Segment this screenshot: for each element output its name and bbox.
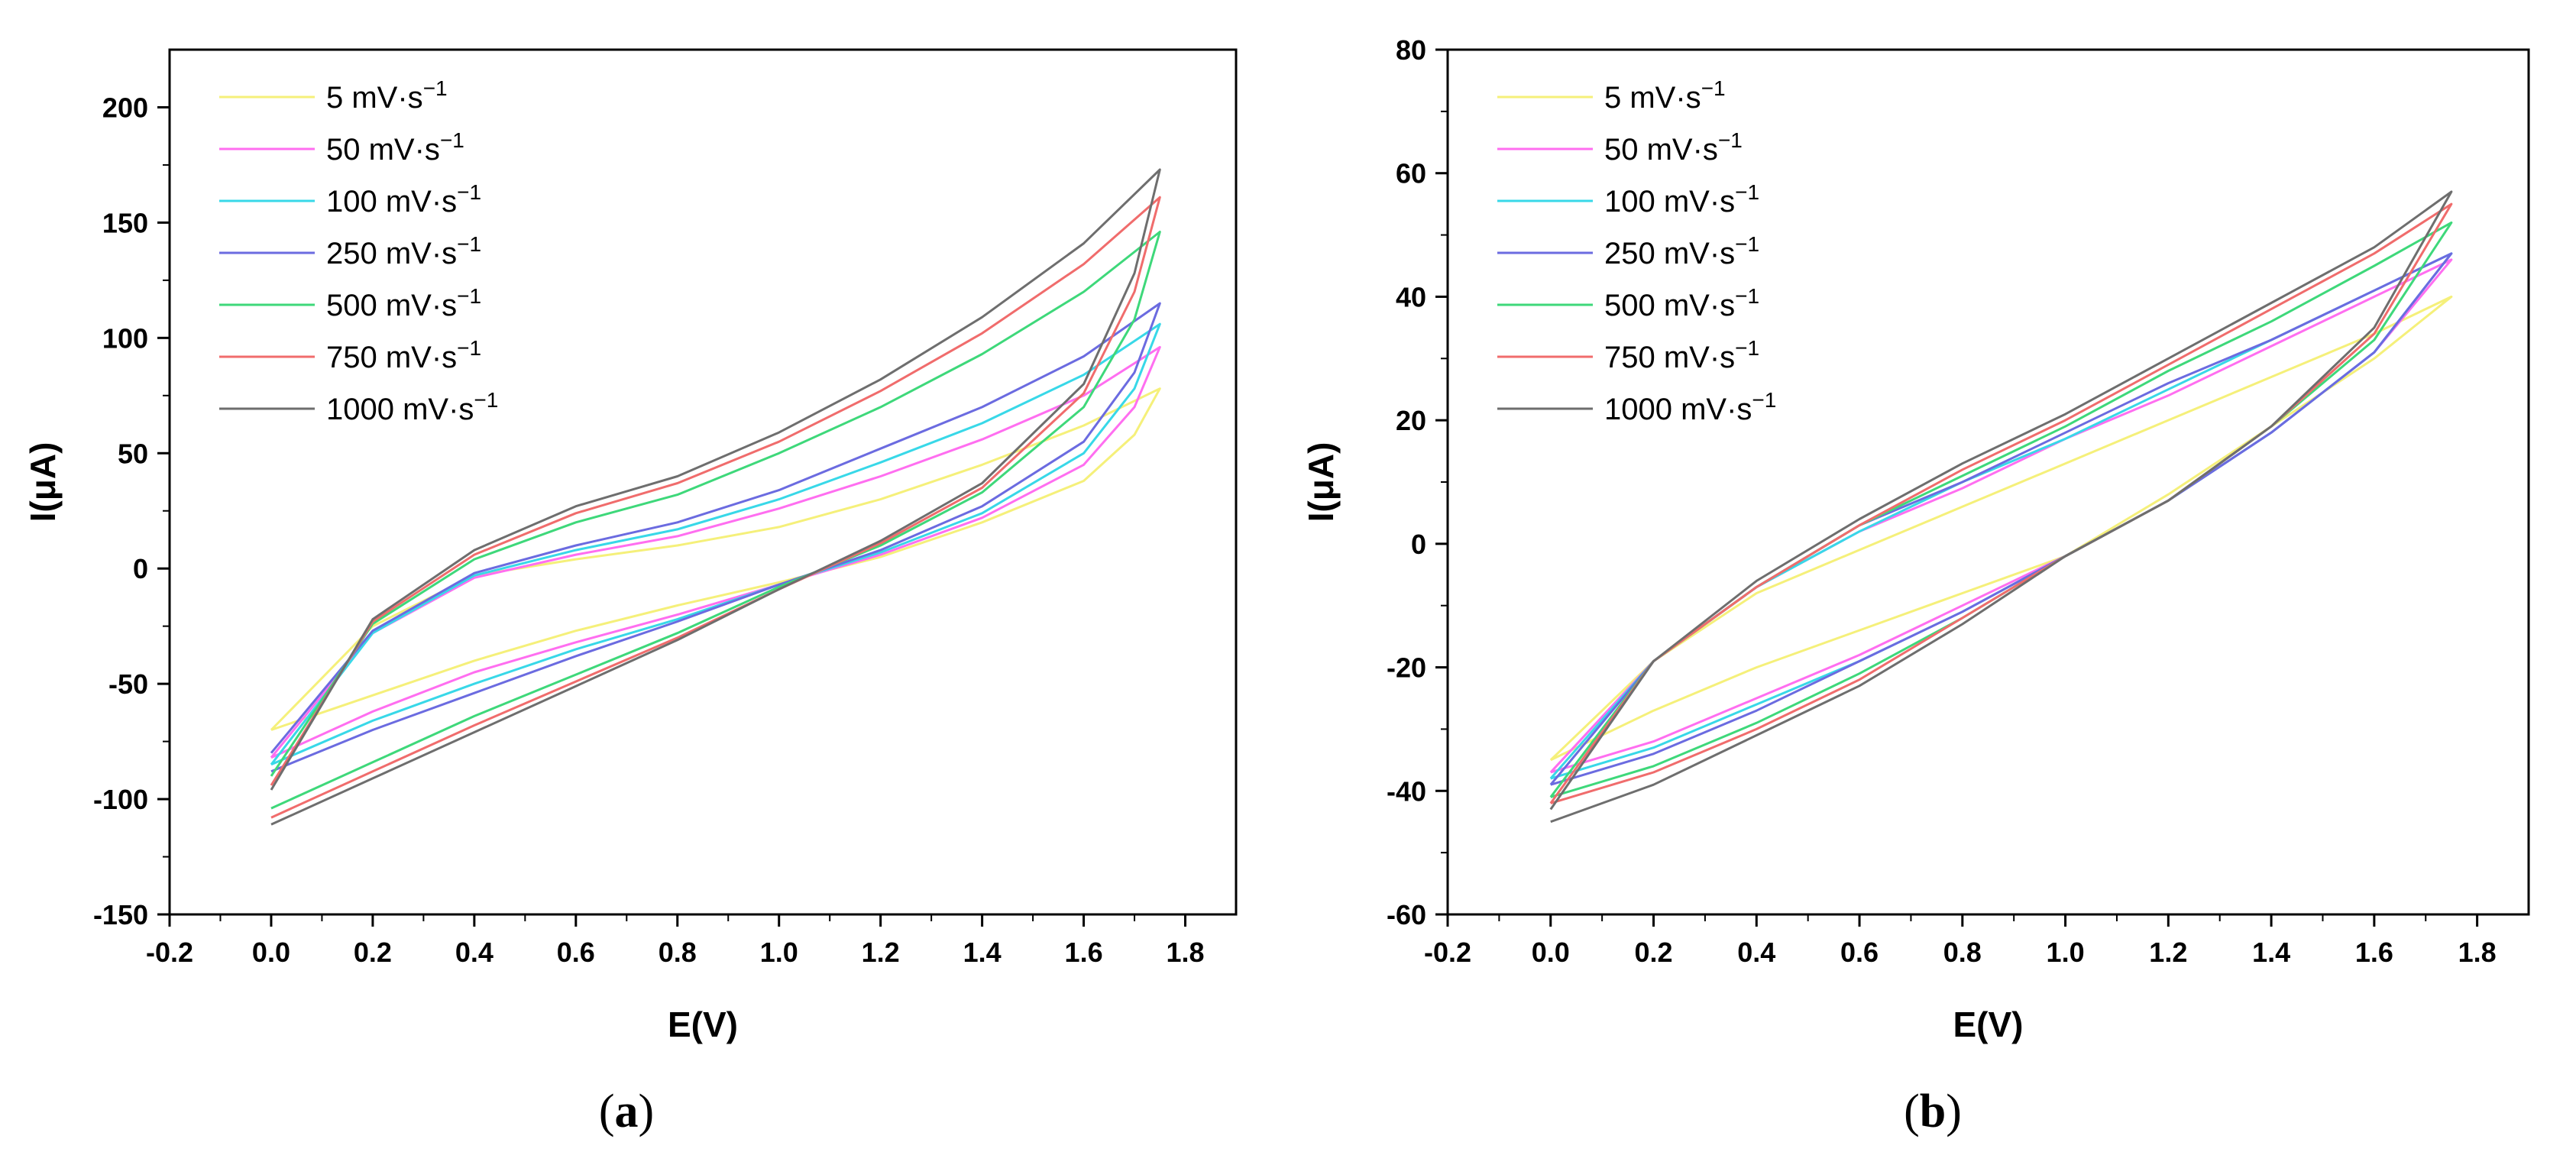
- legend-label: 750 mV·s−1: [326, 336, 481, 374]
- series-line-750-mv-s-5: [1549, 202, 2453, 804]
- y-tick-label: -40: [1387, 775, 1426, 807]
- panel-caption: (b): [1904, 1086, 1962, 1137]
- x-tick-label: 1.8: [1167, 937, 1205, 968]
- legend-label: 1000 mV·s−1: [326, 388, 498, 426]
- series-group: [270, 168, 1161, 826]
- y-tick-label: 50: [118, 438, 148, 469]
- legend-label: 500 mV·s−1: [1604, 284, 1759, 322]
- series-line-1000-mv-s-6: [1549, 190, 2453, 824]
- y-axis-label: I(μA): [23, 442, 63, 523]
- y-tick-label: 40: [1396, 281, 1426, 312]
- x-tick-label: 1.8: [2458, 937, 2497, 968]
- series-line-5-mv-s-0: [1549, 295, 2453, 762]
- series-line-100-mv-s-2: [1549, 252, 2453, 780]
- legend-label: 50 mV·s−1: [1604, 128, 1743, 167]
- x-tick-label: 1.4: [963, 937, 1002, 968]
- x-tick-label: 1.4: [2252, 937, 2290, 968]
- x-tick-label: 0.4: [455, 937, 494, 968]
- x-tick-label: 0.8: [1943, 937, 1982, 968]
- y-tick-label: -50: [108, 668, 148, 700]
- x-tick-label: 0.4: [1737, 937, 1775, 968]
- x-axis-label: E(V): [1953, 1005, 2024, 1044]
- legend-label: 50 mV·s−1: [326, 128, 464, 167]
- x-tick-label: 0.2: [1635, 937, 1673, 968]
- panel-caption: (a): [599, 1086, 654, 1137]
- y-tick-label: 150: [102, 207, 148, 238]
- chart-panel-a: -0.2 0.0 0.2 0.4 0.6 0.8 1.0 1.2 1.4 1.6 1.8 -150 -1…: [23, 48, 1238, 1137]
- series-line-50-mv-s-1: [1549, 258, 2453, 774]
- x-axis-label: E(V): [668, 1005, 738, 1044]
- plot-frame: [168, 48, 1238, 916]
- series-line-5-mv-s-0: [270, 387, 1161, 731]
- legend-label: 500 mV·s−1: [326, 284, 481, 322]
- x-tick-label: 0.0: [1532, 937, 1570, 968]
- series-line-50-mv-s-1: [270, 345, 1161, 759]
- series-line-250-mv-s-3: [270, 302, 1161, 773]
- y-tick-label: 80: [1396, 34, 1426, 66]
- series-line-250-mv-s-3: [1549, 252, 2453, 786]
- series-line-100-mv-s-2: [270, 322, 1161, 766]
- x-tick-label: 0.2: [354, 937, 392, 968]
- series-line-500-mv-s-4: [270, 231, 1161, 810]
- chart-panel-b: -0.2 0.0 0.2 0.4 0.6 0.8 1.0 1.2 1.4 1.6 1.8 -60 -40…: [1301, 34, 2530, 1137]
- x-tick-label: -0.2: [1424, 937, 1471, 968]
- legend-label: 5 mV·s−1: [1604, 76, 1726, 115]
- x-tick-label: 1.0: [760, 937, 798, 968]
- x-tick-label: 1.2: [862, 937, 900, 968]
- series-line-750-mv-s-5: [270, 196, 1161, 819]
- series-line-1000-mv-s-6: [270, 168, 1161, 826]
- y-tick-label: 0: [133, 553, 148, 584]
- x-tick-label: 1.0: [2047, 937, 2085, 968]
- x-tick-label: 1.2: [2149, 937, 2187, 968]
- y-tick-label: 0: [1411, 529, 1426, 560]
- legend-label: 100 mV·s−1: [1604, 180, 1759, 218]
- series-group: [1549, 190, 2453, 824]
- y-tick-label: -100: [93, 784, 148, 815]
- legend-label: 100 mV·s−1: [326, 180, 481, 218]
- y-tick-label: 100: [102, 322, 148, 354]
- y-tick-label: 60: [1396, 158, 1426, 189]
- legend-label: 5 mV·s−1: [326, 76, 448, 115]
- y-tick-label: 20: [1396, 405, 1426, 436]
- x-tick-label: 0.6: [1840, 937, 1879, 968]
- x-tick-label: 1.6: [2355, 937, 2393, 968]
- x-tick-label: -0.2: [146, 937, 193, 968]
- y-tick-label: 200: [102, 92, 148, 123]
- y-tick-label: -60: [1387, 899, 1426, 930]
- x-tick-label: 0.6: [557, 937, 595, 968]
- legend-label: 750 mV·s−1: [1604, 336, 1759, 374]
- y-axis-label: I(μA): [1301, 442, 1341, 523]
- legend-label: 1000 mV·s−1: [1604, 388, 1776, 426]
- legend-label: 250 mV·s−1: [1604, 232, 1759, 270]
- legend-label: 250 mV·s−1: [326, 232, 481, 270]
- x-tick-label: 1.6: [1065, 937, 1103, 968]
- y-tick-label: -150: [93, 899, 148, 930]
- x-tick-label: 0.8: [659, 937, 697, 968]
- x-tick-label: 0.0: [252, 937, 290, 968]
- y-tick-label: -20: [1387, 652, 1426, 684]
